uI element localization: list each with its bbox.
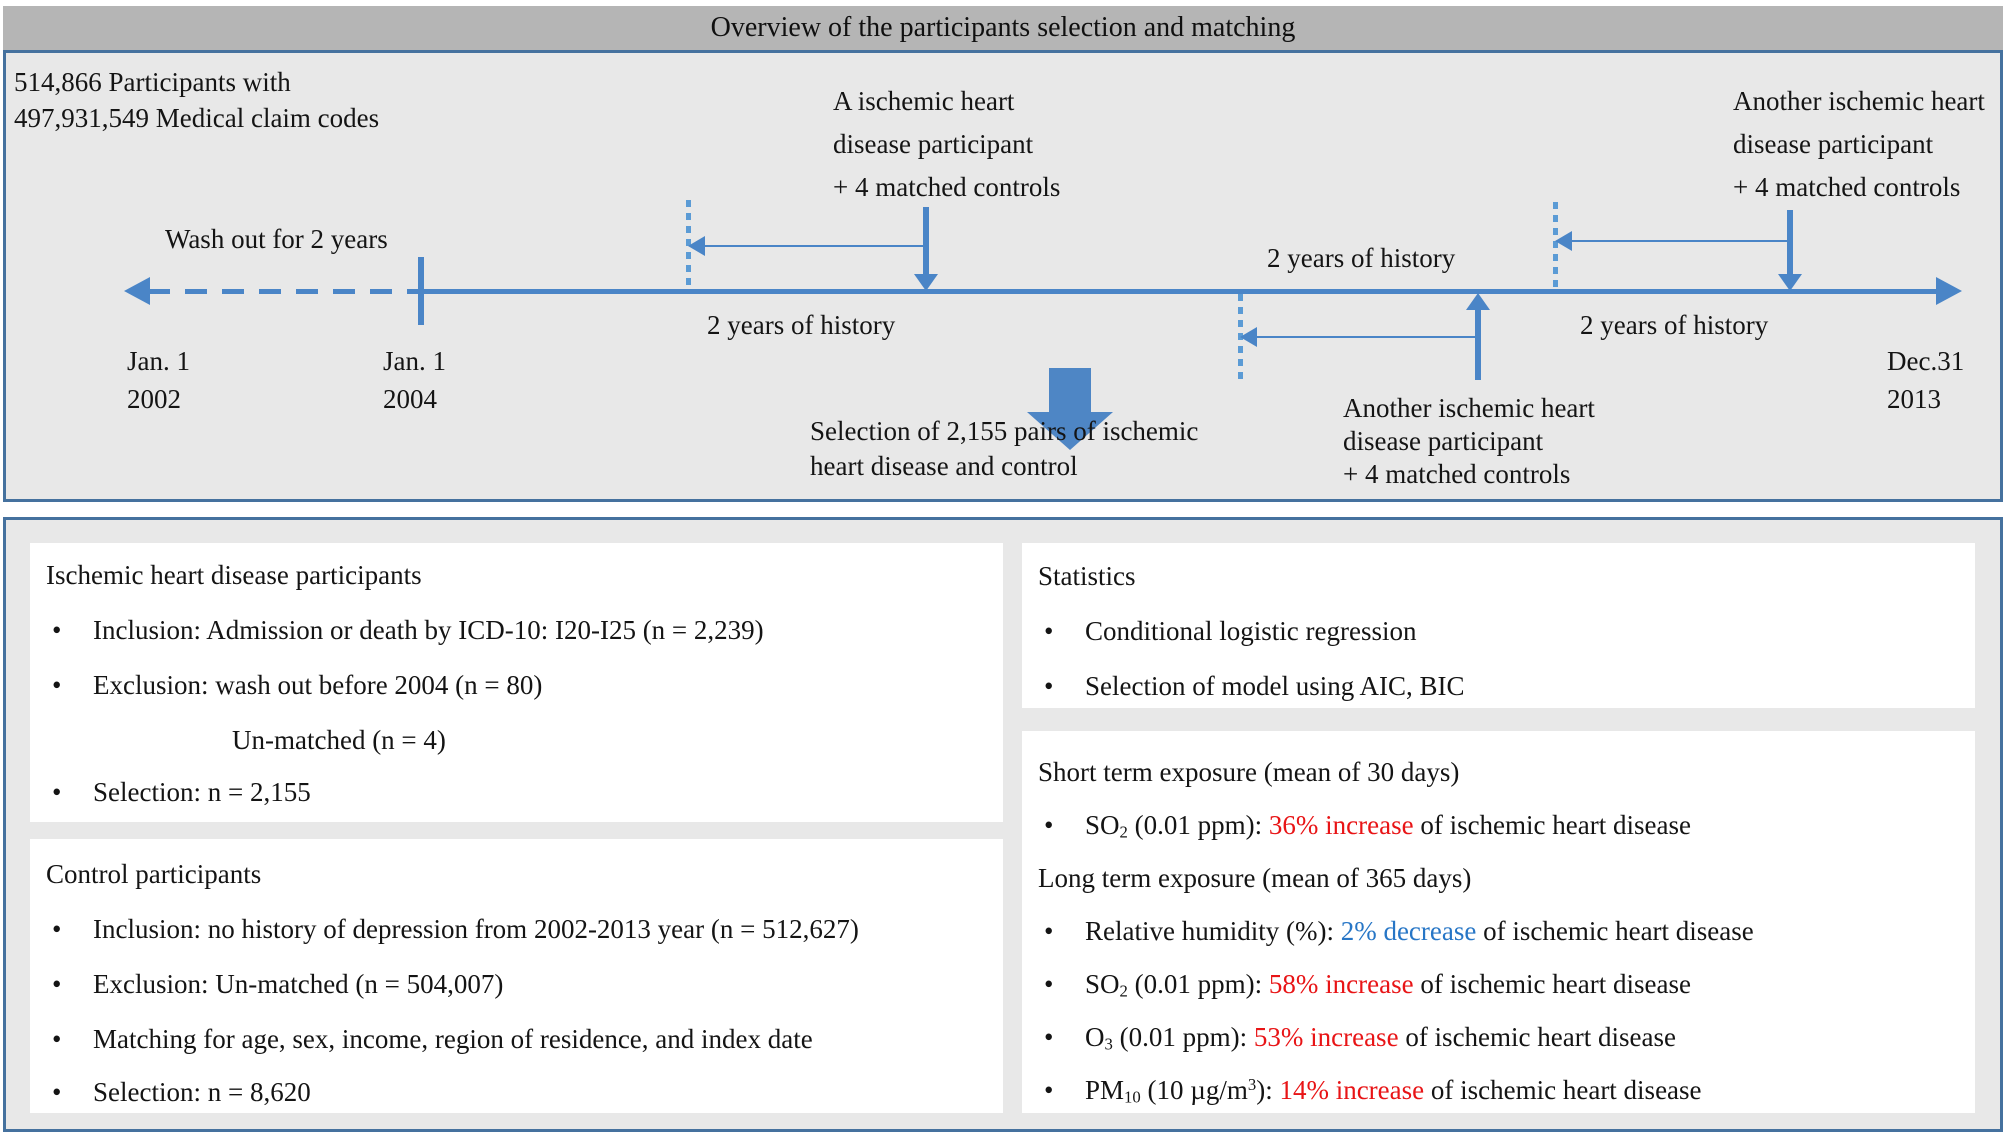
- exposure-bullet-humidity: Relative humidity (%): 2% decrease of is…: [1085, 916, 1754, 946]
- figure-title: Overview of the participants selection a…: [710, 12, 1296, 43]
- case3-history-connector: [1569, 240, 1790, 242]
- exposure-bullet-so2-long: SO2 (0.01 ppm): 58% increase of ischemic…: [1085, 969, 1691, 1001]
- timeline-panel: [3, 50, 2003, 502]
- control-bullet-matching: Matching for age, sex, income, region of…: [93, 1024, 813, 1054]
- exposure-box: Short term exposure (mean of 30 days) • …: [1022, 731, 1975, 1113]
- ihd-bullet-inclusion: Inclusion: Admission or death by ICD-10:…: [93, 615, 764, 645]
- bullet-icon: •: [52, 615, 62, 645]
- control-box-title: Control participants: [46, 859, 262, 889]
- exposure-bullet-so2-short: SO2 (0.01 ppm): 36% increase of ischemic…: [1085, 810, 1691, 842]
- participants-note-line2: 497,931,549 Medical claim codes: [14, 103, 380, 133]
- case1-label: A ischemic heart disease participant + 4…: [833, 86, 1061, 202]
- statistics-box: Statistics • Conditional logistic regres…: [1022, 543, 1975, 708]
- bullet-icon: •: [1044, 671, 1054, 701]
- case2-history-connector: [1254, 336, 1478, 338]
- control-bullet-inclusion: Inclusion: no history of depression from…: [93, 914, 859, 944]
- bullet-icon: •: [52, 777, 62, 807]
- case1-event-arrow-stem: [923, 207, 929, 277]
- washout-dashed-line: [148, 289, 420, 294]
- case2-history-arrowhead-icon: [1240, 327, 1257, 347]
- history-label-3: 2 years of history: [1580, 310, 1769, 340]
- date-start: Jan. 1 2002: [127, 346, 190, 414]
- exposure-short-heading: Short term exposure (mean of 30 days): [1038, 757, 1460, 787]
- bullet-icon: •: [52, 1077, 62, 1107]
- bullet-icon: •: [52, 1024, 62, 1054]
- case2-event-arrowhead-icon: [1466, 293, 1490, 310]
- bullet-icon: •: [52, 969, 62, 999]
- bullet-icon: •: [1044, 810, 1054, 840]
- history-label-2: 2 years of history: [1267, 243, 1456, 273]
- bullet-icon: •: [1044, 1022, 1054, 1052]
- case3-history-arrowhead-icon: [1555, 231, 1572, 251]
- statistics-box-title: Statistics: [1038, 561, 1136, 591]
- case1-event-arrowhead-icon: [914, 274, 938, 291]
- selection-note: Selection of 2,155 pairs of ischemic hea…: [810, 416, 1199, 481]
- case1-history-connector: [702, 245, 926, 247]
- bullet-icon: •: [1044, 916, 1054, 946]
- case2-label: Another ischemic heart disease participa…: [1343, 393, 1595, 489]
- case2-event-arrow-stem: [1475, 307, 1481, 380]
- ihd-box-title: Ischemic heart disease participants: [46, 560, 422, 590]
- case3-event-arrowhead-icon: [1778, 274, 1802, 291]
- washout-label: Wash out for 2 years: [165, 224, 388, 254]
- ihd-box: Ischemic heart disease participants • In…: [30, 543, 1003, 822]
- case1-history-arrowhead-icon: [688, 236, 705, 256]
- ihd-bullet-selection: Selection: n = 2,155: [93, 777, 311, 807]
- bullet-icon: •: [1044, 616, 1054, 646]
- history-label-1: 2 years of history: [707, 310, 896, 340]
- selection-block-arrow-head: [1027, 412, 1113, 450]
- statistics-bullet-regression: Conditional logistic regression: [1085, 616, 1417, 646]
- date-index: Jan. 1 2004: [383, 346, 446, 414]
- bullet-icon: •: [52, 670, 62, 700]
- date-end: Dec.31 2013: [1887, 346, 1965, 414]
- selection-block-arrow-stem: [1049, 368, 1091, 413]
- case3-event-arrow-stem: [1787, 210, 1793, 277]
- ihd-bullet-exclusion: Exclusion: wash out before 2004 (n = 80): [93, 670, 543, 700]
- exposure-bullet-pm10: PM10 (10 µg/m3): 14% increase of ischemi…: [1085, 1074, 1702, 1107]
- participants-note-line1: 514,866 Participants with: [14, 67, 291, 97]
- exposure-long-heading: Long term exposure (mean of 365 days): [1038, 863, 1472, 893]
- timeline-axis: [420, 289, 1938, 294]
- control-box: Control participants • Inclusion: no his…: [30, 839, 1003, 1113]
- control-bullet-exclusion: Exclusion: Un-matched (n = 504,007): [93, 969, 504, 999]
- bullet-icon: •: [1044, 1075, 1054, 1105]
- bullet-icon: •: [1044, 969, 1054, 999]
- figure-title-bar: Overview of the participants selection a…: [3, 6, 2003, 50]
- exposure-bullet-o3: O3 (0.01 ppm): 53% increase of ischemic …: [1085, 1022, 1676, 1054]
- timeline-right-arrowhead-icon: [1936, 277, 1962, 305]
- ihd-bullet-unmatched: Un-matched (n = 4): [232, 725, 446, 755]
- participants-note: 514,866 Participants with 497,931,549 Me…: [14, 64, 379, 136]
- bullet-icon: •: [52, 914, 62, 944]
- index-date-tick: [418, 257, 424, 325]
- control-bullet-selection: Selection: n = 8,620: [93, 1077, 311, 1107]
- statistics-bullet-model: Selection of model using AIC, BIC: [1085, 671, 1465, 701]
- case3-label: Another ischemic heart disease participa…: [1733, 86, 1985, 202]
- timeline-left-arrowhead-icon: [124, 277, 150, 305]
